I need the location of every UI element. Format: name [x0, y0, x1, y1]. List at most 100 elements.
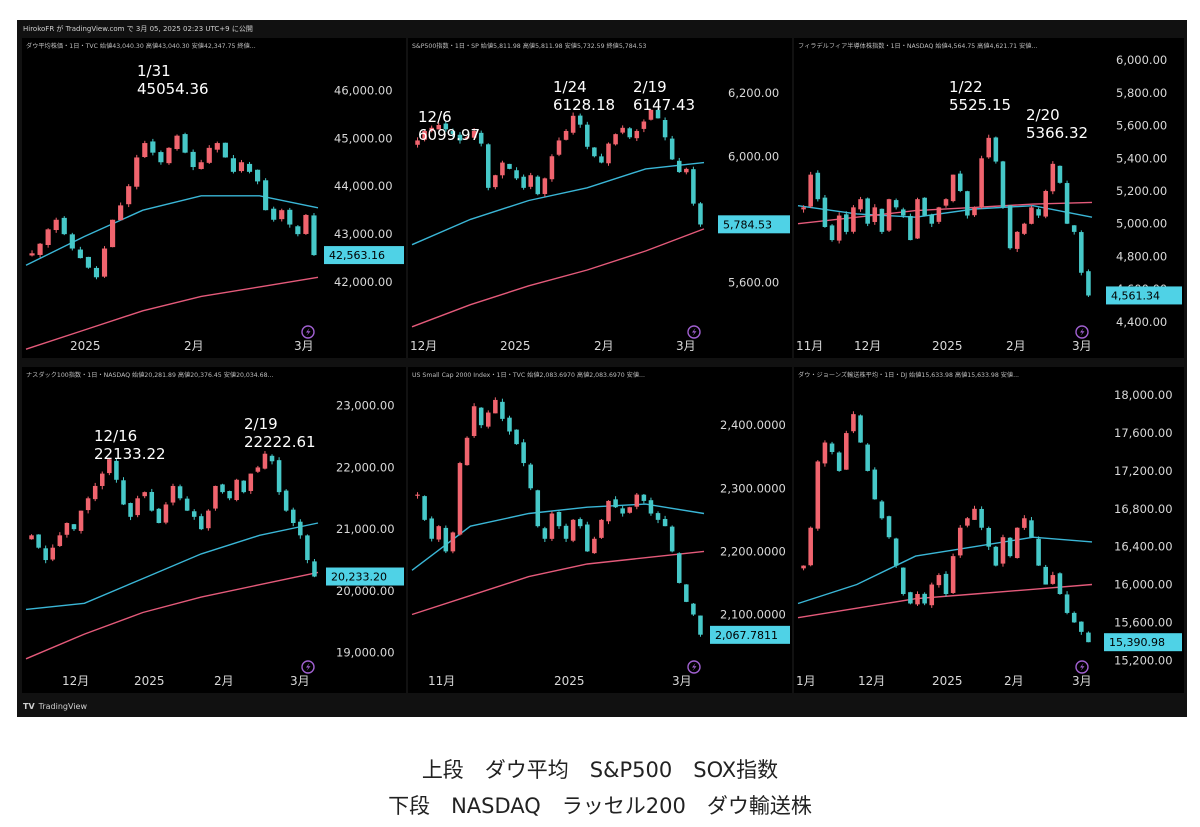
chart-panel-sp500[interactable]: S&P500指数・1日・SP 始値5,811.98 高値5,811.98 安値5…	[408, 38, 792, 358]
publish-info-bar: HirokoFR が TradingView.com で 3月 05, 2025…	[23, 25, 253, 33]
candle	[422, 495, 427, 521]
candle	[1000, 160, 1006, 209]
chart-panel-dow[interactable]: ダウ平均株価・1日・TVC 始値43,040.30 高値43,040.30 安値…	[22, 38, 406, 358]
y-tick-label: 44,000.00	[334, 179, 393, 193]
candle	[78, 510, 84, 534]
y-tick-label: 15,200.00	[1114, 653, 1173, 667]
candle	[900, 207, 906, 218]
candle	[1071, 611, 1077, 623]
y-tick-label: 18,000.00	[1114, 388, 1173, 402]
y-tick-label: 21,000.00	[336, 522, 395, 536]
lightning-icon[interactable]	[1075, 660, 1089, 674]
candle	[851, 205, 856, 234]
candle	[429, 516, 434, 542]
candle	[822, 194, 828, 228]
candle	[585, 121, 590, 150]
candle	[71, 523, 77, 531]
candle	[1064, 591, 1070, 615]
candle	[507, 163, 512, 170]
candle	[844, 430, 849, 470]
last-price-marker	[1104, 633, 1182, 652]
candle	[77, 246, 83, 259]
y-tick-label: 5,200.00	[1116, 184, 1167, 198]
y-tick-label: 20,000.00	[336, 584, 395, 598]
candle	[1071, 225, 1077, 235]
lightning-icon[interactable]	[687, 325, 701, 339]
candle	[1043, 189, 1048, 219]
candle	[986, 526, 992, 550]
chart-panel-russell2000[interactable]: US Small Cap 2000 Index・1日・TVC 始値2,083.6…	[408, 367, 792, 693]
chart-panel-dow-transport[interactable]: ダウ・ジョーンズ輸送株平均・1日・DJ 始値15,633.98 高値15,633…	[794, 367, 1184, 693]
chart-panel-sox[interactable]: フィラデルフィア半導体株指数・1日・NASDAQ 始値4,564.75 高値4,…	[794, 38, 1184, 358]
candle	[669, 135, 675, 161]
y-tick-label: 15,600.00	[1114, 615, 1173, 629]
candle	[521, 174, 526, 190]
lightning-icon[interactable]	[301, 660, 315, 674]
candle	[620, 125, 625, 135]
last-price-marker	[324, 246, 404, 265]
candle	[457, 461, 463, 536]
candle	[514, 167, 519, 181]
x-tick-label: 2025	[554, 674, 585, 688]
candle	[570, 519, 576, 543]
lightning-icon[interactable]	[301, 325, 315, 339]
candle	[943, 198, 949, 208]
y-tick-label: 46,000.00	[334, 83, 393, 97]
candle	[915, 591, 920, 606]
candle	[1036, 536, 1041, 566]
candle	[613, 133, 618, 146]
tradingview-logo-icon: TV	[23, 702, 35, 711]
annotation-date: 12/6	[418, 108, 452, 126]
candle	[443, 525, 449, 554]
candle	[135, 495, 140, 518]
lightning-icon[interactable]	[1075, 325, 1089, 339]
chart-panel-nasdaq100[interactable]: ナスダック100指数・1日・NASDAQ 始値20,281.89 高値20,37…	[22, 367, 406, 693]
candle	[230, 155, 236, 174]
candle	[1014, 231, 1020, 252]
candle	[662, 117, 668, 141]
candle	[599, 518, 604, 539]
y-tick-label: 5,000.00	[1116, 217, 1167, 231]
candle	[1036, 207, 1041, 218]
candle	[822, 440, 828, 467]
candle	[620, 505, 625, 517]
candle	[865, 197, 870, 227]
candle	[936, 206, 942, 224]
annotation-date: 1/31	[137, 62, 171, 80]
chart-svg-dow-transport: ダウ・ジョーンズ輸送株平均・1日・DJ 始値15,633.98 高値15,633…	[796, 371, 1182, 688]
ma-long-line	[411, 228, 705, 328]
x-tick-label: 2025	[134, 674, 165, 688]
candle	[255, 465, 261, 473]
candle	[1079, 621, 1084, 635]
y-tick-label: 16,800.00	[1114, 502, 1173, 516]
lightning-icon[interactable]	[687, 660, 701, 674]
ma-short-line	[797, 204, 1093, 218]
candle	[478, 407, 484, 429]
candle	[979, 506, 984, 531]
candle	[858, 414, 863, 443]
candle	[549, 154, 555, 182]
candle	[929, 582, 935, 608]
annotation-date: 1/24	[553, 78, 587, 96]
candle	[271, 206, 277, 222]
candle	[29, 250, 35, 257]
y-tick-label: 4,800.00	[1116, 249, 1167, 263]
y-tick-label: 6,200.00	[728, 86, 779, 100]
candle	[262, 451, 268, 470]
candle	[1022, 515, 1027, 530]
annotation-value: 22222.61	[244, 433, 316, 451]
candle	[606, 500, 611, 525]
candle	[182, 132, 188, 154]
candle	[507, 415, 512, 435]
y-tick-label: 2,400.0000	[720, 418, 786, 432]
y-tick-label: 22,000.00	[336, 460, 395, 474]
candle	[1050, 571, 1056, 585]
candle	[886, 515, 892, 539]
candle	[521, 439, 526, 467]
y-tick-label: 2,300.0000	[720, 481, 786, 495]
candle	[1007, 537, 1013, 558]
ma-short-line	[797, 536, 1093, 605]
candle	[929, 213, 935, 228]
candle	[1079, 230, 1084, 276]
candle	[698, 202, 703, 227]
